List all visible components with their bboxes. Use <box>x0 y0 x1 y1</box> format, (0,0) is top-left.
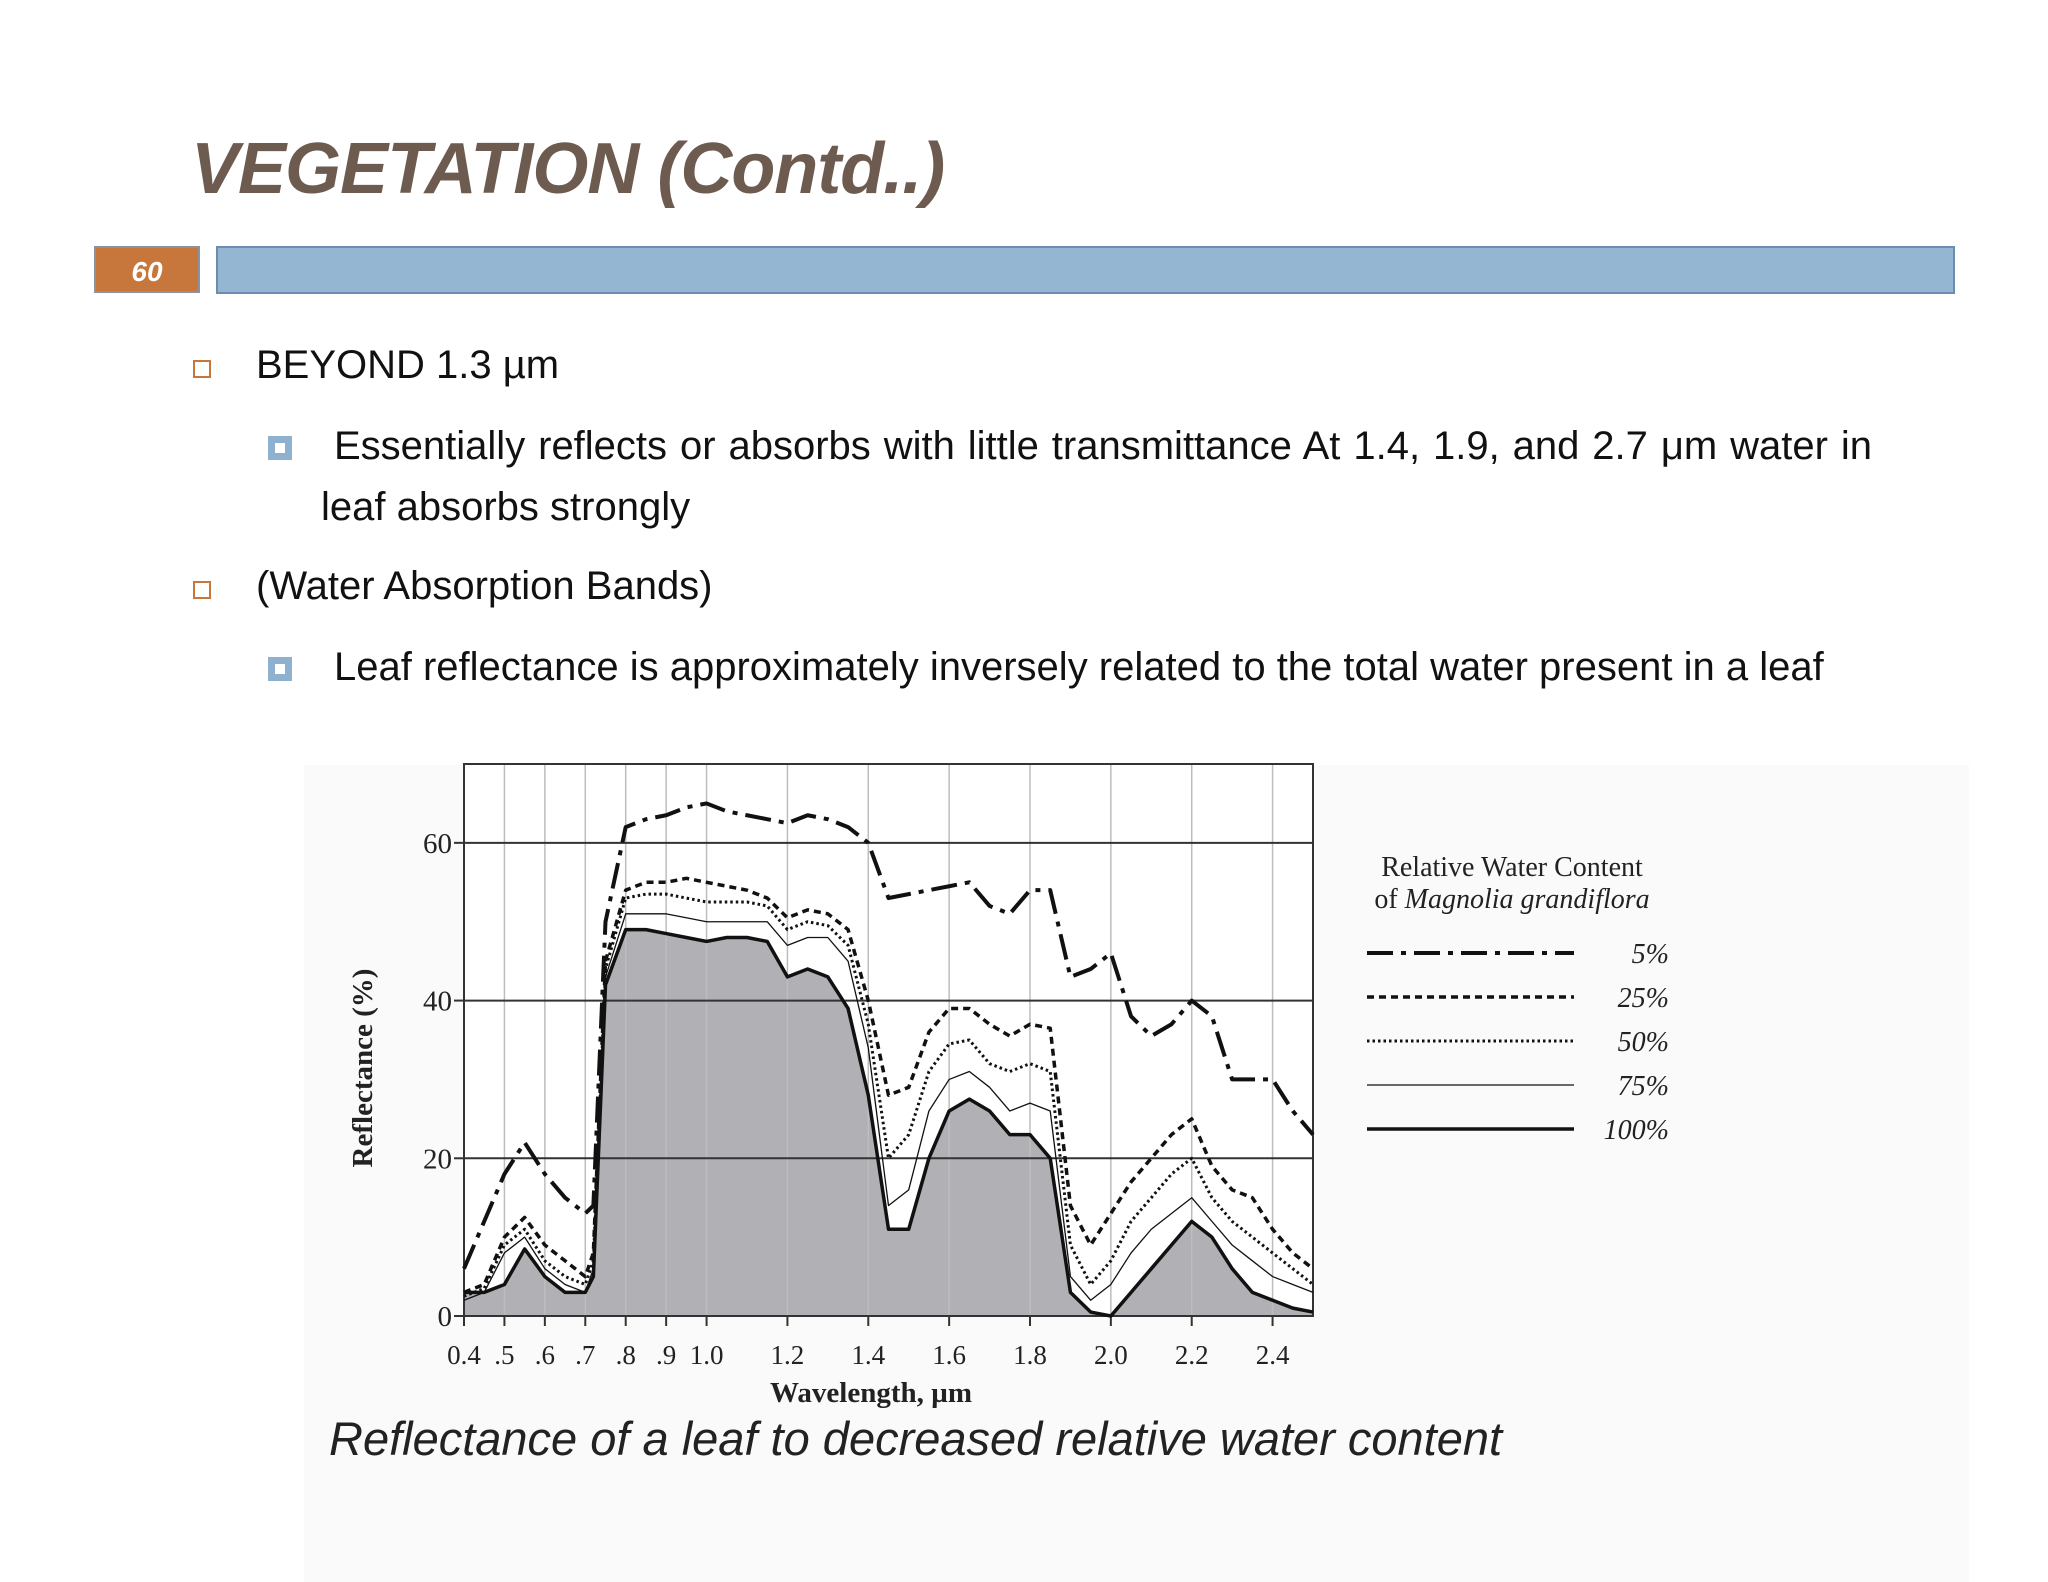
legend-label: 100% <box>1604 1115 1669 1146</box>
x-tick-label: 1.0 <box>690 1340 724 1370</box>
x-tick-label: 1.8 <box>1013 1340 1047 1370</box>
y-axis-label: Reflectance (%) <box>347 969 379 1168</box>
y-tick-label: 0 <box>438 1301 453 1333</box>
x-tick-label: 2.2 <box>1175 1340 1209 1370</box>
y-tick-label: 40 <box>423 986 452 1018</box>
bullet-icon <box>193 360 211 378</box>
legend-label: 50% <box>1618 1027 1669 1058</box>
x-tick-label: .7 <box>575 1340 595 1370</box>
sub-bullet: Essentially reflects or absorbs with lit… <box>321 424 1872 529</box>
y-tick-label: 20 <box>423 1143 452 1175</box>
title-bar <box>216 246 1955 294</box>
bullet-icon <box>193 581 211 599</box>
x-tick-label: 1.2 <box>771 1340 805 1370</box>
bullet: (Water Absorption Bands) <box>256 564 713 608</box>
legend-label: 25% <box>1618 983 1669 1014</box>
legend-title: Relative Water Content <box>1381 852 1643 883</box>
legend-title: Magnolia grandiflora <box>1404 884 1650 915</box>
x-tick-label: .8 <box>616 1340 636 1370</box>
x-tick-label: .5 <box>494 1340 514 1370</box>
slide-title: VEGETATION (Contd..) <box>191 129 945 209</box>
sub-bullet: Leaf reflectance is approximately invers… <box>334 645 1824 689</box>
x-tick-label: 2.4 <box>1256 1340 1290 1370</box>
bullet: BEYOND 1.3 µm <box>256 343 560 387</box>
x-axis-label: Wavelength, µm <box>770 1377 972 1409</box>
x-tick-label: .9 <box>656 1340 676 1370</box>
legend-label: 5% <box>1632 939 1669 970</box>
x-tick-label: .6 <box>535 1340 555 1370</box>
legend-label: 75% <box>1618 1071 1669 1102</box>
x-tick-label: 0.4 <box>447 1340 481 1370</box>
x-tick-label: 1.6 <box>932 1340 966 1370</box>
line <box>464 927 1314 1318</box>
area <box>464 929 1313 1316</box>
line <box>462 801 1315 1270</box>
x-tick-label: 1.4 <box>851 1340 885 1370</box>
x-tick-label: 2.0 <box>1094 1340 1128 1370</box>
y-tick-label: 60 <box>423 828 452 860</box>
line <box>463 876 1315 1294</box>
page-number: 60 <box>94 246 200 293</box>
legend-title: of Magnolia grandiflora <box>1374 884 1649 915</box>
legend-title: of <box>1374 884 1398 915</box>
sub-bullet-icon <box>268 436 292 460</box>
sub-bullet-icon <box>268 657 292 681</box>
plot-frame <box>463 763 1314 1317</box>
caption: Reflectance of a leaf to decreased relat… <box>329 1412 1504 1465</box>
